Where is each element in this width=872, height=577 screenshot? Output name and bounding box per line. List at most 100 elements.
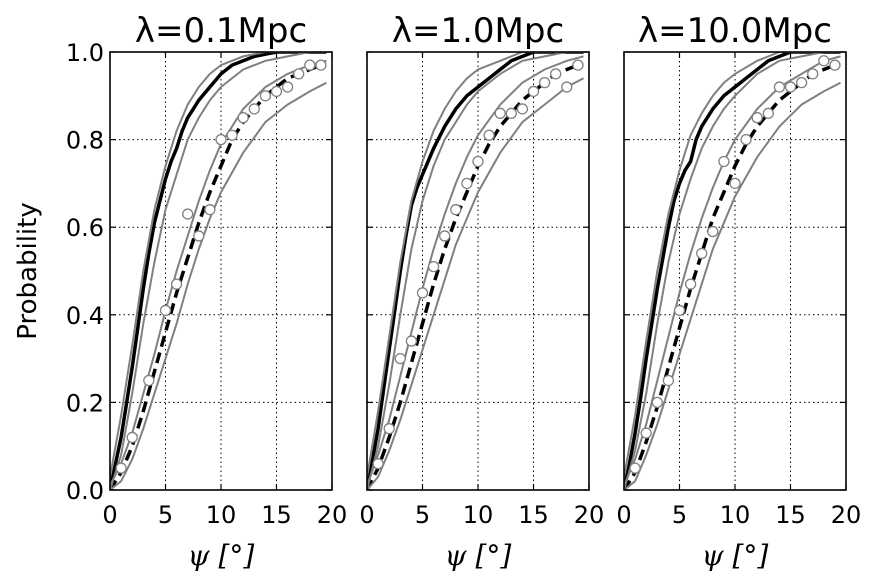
data-point [427,260,440,273]
band-line [110,59,327,487]
x-tick-label: 20 [574,501,605,529]
data-point [159,304,172,317]
data-point [472,155,484,168]
chart-panel-1: 0 5 10 15 20 0.0 0.2 0.4 0.6 0.8 1.0 λ=0.1Mpc ψ [°] P… [13,11,347,572]
data-point [315,59,327,71]
data-point [784,81,797,93]
data-point [483,129,495,141]
data-point [293,68,305,80]
data-point [439,230,451,242]
data-point [304,59,316,71]
data-point [143,374,155,387]
data-point [561,81,573,93]
plot-area [110,52,327,490]
data-point [126,431,138,444]
data-point [550,68,562,80]
data-point [494,107,506,119]
y-tick-label: 0.6 [66,214,104,242]
x-tick-label: 20 [831,501,862,529]
data-point [193,230,205,242]
x-tick-label: 0 [616,501,631,529]
data-point [115,462,127,474]
solid-series-line [367,52,584,490]
data-point [684,278,697,290]
data-point [215,133,227,146]
panel-title: λ=0.1Mpc [135,11,307,51]
data-point [259,90,272,102]
data-point [673,304,686,317]
data-point [773,81,786,93]
x-tick-label: 5 [672,501,687,529]
data-point [740,133,752,146]
chart-panel-2: 0 5 10 15 20 λ=1.0Mpc ψ [°] [359,11,604,572]
x-axis-label: ψ [°] [445,539,512,572]
x-tick-label: 5 [415,501,430,529]
x-tick-label: 0 [102,501,117,529]
data-point [516,103,529,115]
data-point [281,81,294,93]
data-point [270,85,283,98]
y-tick-label: 0.4 [66,302,104,330]
data-point [505,107,517,119]
data-point [718,155,730,168]
x-tick-label: 10 [206,501,237,529]
y-tick-label: 0.2 [66,389,104,417]
band-line [624,52,841,490]
data-point [651,396,663,409]
x-tick-label: 5 [158,501,173,529]
y-axis-label: Probability [13,202,43,339]
data-point [204,204,216,216]
data-point [461,177,473,190]
y-tick-label: 0.8 [66,127,104,155]
data-point [394,352,406,365]
panel-title: λ=1.0Mpc [392,11,564,51]
x-axis-label: ψ [°] [188,539,255,572]
band-line [110,81,327,490]
data-point [795,77,808,89]
data-point [237,112,249,124]
band-line [367,52,584,490]
data-point [629,462,641,474]
chart-panel-3: 0 5 10 15 20 λ=10.0Mpc ψ [°] [616,11,861,572]
data-point [383,423,395,435]
plot-area [624,52,841,490]
data-point [450,204,462,216]
data-point [829,59,841,71]
data-point [538,77,551,89]
x-tick-label: 15 [775,501,806,529]
data-point [696,247,708,260]
dashed-series-line [110,63,327,490]
data-point [170,278,183,290]
x-tick-label: 10 [463,501,494,529]
data-point [416,287,429,299]
data-point [182,208,194,220]
y-tick-label: 1.0 [66,39,104,67]
data-point [572,59,584,71]
data-point [405,335,418,347]
solid-series-line [110,52,327,490]
data-point [248,103,260,115]
data-point [707,225,719,238]
data-point [818,55,830,67]
data-point [729,177,741,190]
band-line [367,52,584,478]
band-line [624,81,841,490]
x-axis-label: ψ [°] [702,539,769,572]
x-tick-label: 20 [317,501,348,529]
band-line [624,52,841,478]
band-line [110,52,327,490]
data-point [640,427,652,439]
data-point [372,458,384,470]
x-tick-label: 15 [261,501,292,529]
data-point [807,68,819,80]
data-point [751,112,763,124]
solid-series-line [624,52,841,490]
data-point [527,85,540,98]
x-tick-label: 15 [518,501,549,529]
panel-title: λ=10.0Mpc [638,11,832,51]
data-point [226,129,238,141]
band-line [110,52,327,478]
band-line [367,77,584,490]
x-tick-label: 10 [720,501,751,529]
